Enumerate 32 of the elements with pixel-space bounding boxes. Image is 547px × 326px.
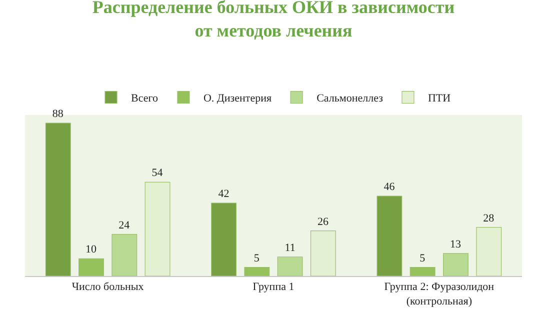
bar	[476, 227, 502, 276]
data-label: 88	[52, 108, 64, 120]
data-label: 24	[118, 219, 130, 232]
data-label: 42	[218, 188, 230, 200]
data-label: 26	[317, 216, 329, 228]
data-label: 5	[254, 252, 260, 264]
bar	[45, 122, 71, 276]
x-tick-label: Группа 1	[252, 281, 294, 294]
data-label: 11	[284, 242, 296, 254]
legend-label: ПТИ	[428, 92, 451, 105]
data-label: 28	[483, 212, 495, 224]
bar	[310, 230, 336, 276]
legend-label: Сальмонеллез	[316, 92, 383, 105]
data-label: 46	[384, 181, 396, 194]
bar	[376, 196, 402, 276]
chart-title: Распределение больных ОКИ в зависимости от методов лечения	[92, 0, 455, 40]
data-label: 10	[86, 244, 98, 256]
bar	[410, 267, 436, 276]
bar	[78, 258, 104, 276]
bar	[443, 253, 468, 276]
bar	[277, 256, 303, 276]
x-tick-label: Число больных	[72, 281, 144, 294]
legend-label: О. Дизентерия	[203, 92, 272, 105]
bar	[112, 234, 138, 276]
bar	[211, 202, 237, 276]
x-tick-label: Группа 2: Фуразолидон (контрольная)	[384, 281, 494, 308]
data-label: 13	[450, 238, 462, 250]
bar	[244, 267, 270, 276]
bar	[144, 182, 170, 276]
data-label: 54	[152, 167, 164, 180]
data-label: 5	[420, 252, 426, 264]
legend-label: Всего	[131, 92, 158, 105]
